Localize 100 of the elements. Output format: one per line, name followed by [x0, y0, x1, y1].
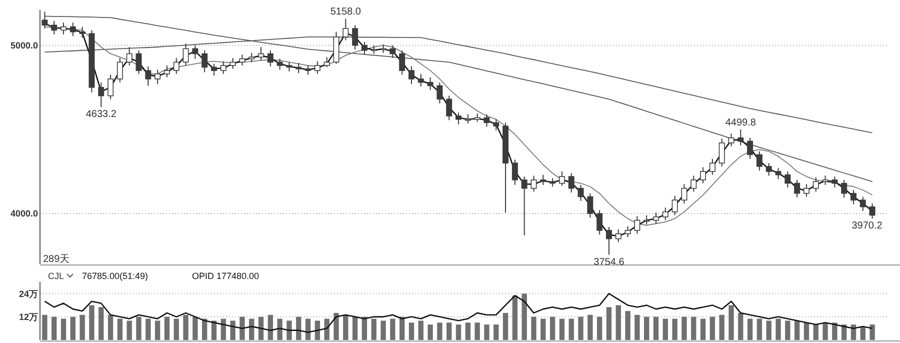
- candlestick: [399, 50, 406, 76]
- candlestick: [352, 24, 358, 50]
- candlestick: [51, 20, 58, 35]
- candlestick: [841, 179, 848, 198]
- bar: [870, 324, 875, 340]
- bar: [164, 316, 170, 340]
- candlestick: [606, 226, 612, 256]
- candlestick: [803, 184, 810, 198]
- bar: [606, 307, 612, 340]
- bar: [522, 294, 527, 340]
- bar: [794, 320, 800, 340]
- bar: [70, 316, 76, 340]
- bar: [822, 322, 828, 340]
- bar: [324, 318, 330, 340]
- bar: [588, 314, 593, 340]
- candlestick: [700, 166, 706, 184]
- candlestick: [644, 214, 650, 225]
- bar: [616, 305, 621, 340]
- candlestick: [615, 229, 622, 243]
- candlestick: [42, 11, 48, 30]
- candlestick: [587, 192, 594, 218]
- annotation: 4633.2: [86, 109, 117, 120]
- bar: [700, 318, 706, 340]
- bar: [202, 318, 208, 340]
- annotation: 5158.0: [330, 6, 362, 18]
- candlestick: [182, 43, 189, 66]
- candlestick: [154, 69, 161, 85]
- candlestick: [314, 60, 320, 74]
- candlestick: [248, 52, 255, 63]
- bar: [314, 320, 320, 340]
- candlestick: [230, 57, 236, 70]
- bar: [644, 316, 650, 340]
- candlestick: [361, 41, 368, 56]
- bar: [456, 324, 462, 340]
- candlestick: [738, 128, 744, 146]
- candlestick: [484, 114, 490, 128]
- bar: [756, 318, 762, 340]
- bar: [220, 318, 226, 340]
- candlestick: [408, 66, 414, 85]
- y-tick-label: 12万: [18, 312, 38, 322]
- bar: [474, 322, 480, 340]
- bar: [174, 318, 179, 340]
- bar: [52, 316, 57, 340]
- bar: [710, 316, 716, 340]
- candlestick: [784, 170, 791, 188]
- candlestick: [756, 150, 762, 172]
- bar: [408, 322, 414, 340]
- bar: [352, 316, 358, 340]
- candlestick: [427, 76, 434, 90]
- candlestick: [540, 174, 546, 186]
- candlestick: [126, 46, 132, 66]
- y-tick-label: 4000.0: [10, 208, 38, 219]
- candlestick: [662, 207, 668, 221]
- candlestick: [60, 22, 66, 35]
- bar: [60, 318, 66, 340]
- bar: [540, 318, 546, 340]
- annotation: 4499.8: [725, 117, 756, 128]
- bar: [691, 316, 696, 340]
- bar: [183, 314, 188, 340]
- candlestick: [108, 74, 114, 100]
- annotation: 289天: [43, 254, 70, 265]
- bar: [108, 314, 114, 340]
- candlestick: [145, 66, 152, 86]
- bar: [390, 318, 396, 340]
- bar: [343, 314, 348, 340]
- y-tick-label: 24万: [18, 288, 38, 299]
- candlestick: [342, 18, 349, 41]
- bar: [89, 305, 94, 340]
- candlestick: [164, 65, 170, 78]
- annotation: 3754.6: [594, 256, 625, 268]
- bar: [728, 305, 734, 340]
- candlestick: [98, 82, 104, 108]
- annotation: 3970.2: [852, 220, 883, 232]
- candlestick: [512, 159, 518, 186]
- bar: [494, 324, 499, 340]
- candlestick: [493, 118, 500, 131]
- bar: [682, 316, 687, 340]
- candlestick: [286, 62, 292, 72]
- bar: [550, 316, 556, 340]
- bar: [437, 322, 442, 340]
- candlestick: [812, 176, 819, 192]
- bar: [662, 318, 668, 340]
- candlestick: [850, 189, 856, 205]
- candlestick: [220, 60, 226, 74]
- candlestick: [464, 114, 471, 124]
- bar: [371, 318, 376, 340]
- candlestick: [70, 22, 76, 37]
- bar: [766, 320, 772, 340]
- candlestick: [634, 216, 640, 234]
- candlestick: [832, 176, 838, 188]
- candlestick: [578, 184, 584, 202]
- bar: [832, 322, 838, 340]
- bar: [625, 311, 630, 340]
- bar: [634, 314, 640, 340]
- bar: [296, 316, 302, 340]
- candlestick: [822, 175, 828, 186]
- bar: [484, 324, 490, 340]
- candlestick: [624, 226, 631, 238]
- candlestick: [681, 184, 688, 204]
- bar: [804, 322, 810, 340]
